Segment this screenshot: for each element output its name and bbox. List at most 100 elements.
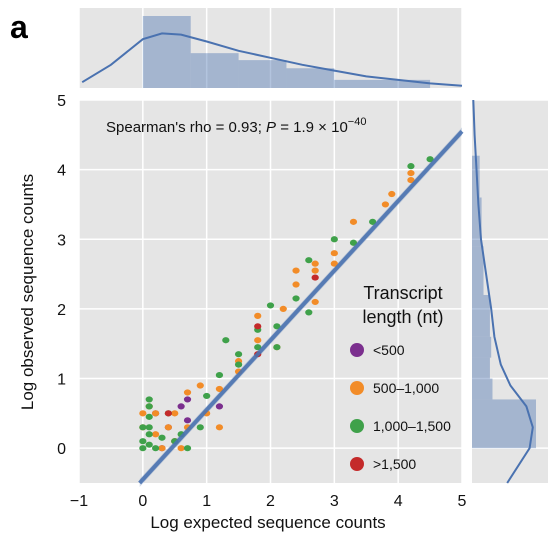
scatter-point bbox=[407, 176, 415, 184]
legend-marker bbox=[350, 419, 364, 433]
right-hist-bar bbox=[472, 378, 493, 400]
x-tick-label: 4 bbox=[394, 493, 403, 510]
scatter-point bbox=[254, 323, 262, 330]
legend-entry-label: 1,000–1,500 bbox=[373, 418, 451, 434]
scatter-point bbox=[164, 424, 172, 431]
right-hist-bar bbox=[472, 336, 492, 358]
scatter-point bbox=[305, 257, 313, 264]
y-tick-label: 0 bbox=[57, 441, 66, 458]
annotation-value: = 1.9 × 10 bbox=[276, 119, 348, 136]
scatter-point bbox=[273, 344, 281, 351]
x-tick-label: 0 bbox=[138, 493, 147, 510]
scatter-point bbox=[145, 431, 153, 438]
scatter-point bbox=[139, 424, 147, 431]
annotation-exponent: −40 bbox=[348, 116, 367, 128]
regression-line-path bbox=[138, 129, 464, 485]
scatter-point bbox=[311, 260, 319, 267]
y-tick-label: 4 bbox=[57, 163, 66, 180]
scatter-point bbox=[215, 385, 224, 393]
right-hist-bar bbox=[472, 246, 484, 295]
scatter-point bbox=[158, 434, 166, 441]
top-hist-bar bbox=[238, 60, 287, 88]
scatter-point bbox=[330, 236, 338, 243]
scatter-point bbox=[426, 156, 434, 163]
scatter-point bbox=[305, 309, 313, 316]
top-hist-bar bbox=[334, 79, 431, 88]
scatter-points bbox=[139, 156, 434, 452]
legend-entry-label: 500–1,000 bbox=[373, 380, 439, 396]
scatter-point bbox=[254, 337, 262, 344]
scatter-point bbox=[139, 445, 147, 452]
top-histogram-bars bbox=[142, 16, 431, 88]
legend-marker bbox=[350, 381, 364, 395]
y-tick-labels: 0 1 2 3 4 5 bbox=[57, 93, 66, 458]
right-marginal-background bbox=[472, 100, 548, 483]
scatter-point bbox=[349, 239, 358, 246]
right-kde-curve bbox=[472, 99, 534, 484]
x-tick-label: 2 bbox=[266, 493, 275, 510]
right-marginal-grid bbox=[472, 99, 548, 449]
right-hist-bar bbox=[472, 357, 490, 379]
scatter-point bbox=[158, 445, 166, 452]
top-marginal bbox=[78, 8, 463, 88]
scatter-point bbox=[139, 438, 147, 445]
x-tick-labels: −1 0 1 2 3 4 5 bbox=[70, 493, 467, 510]
stats-annotation: Spearman's rho = 0.93; P = 1.9 × 10−40 bbox=[106, 116, 366, 136]
legend-entries: <500 500–1,000 1,000–1,500 >1,500 bbox=[350, 342, 451, 472]
scatter-point bbox=[145, 413, 153, 420]
scatter-point bbox=[196, 382, 204, 389]
scatter-point bbox=[183, 417, 192, 424]
legend-title-line2: length (nt) bbox=[362, 307, 443, 327]
scatter-point bbox=[234, 361, 243, 368]
scatter-point bbox=[171, 410, 179, 417]
scatter-point bbox=[215, 424, 224, 431]
right-hist-bar bbox=[472, 399, 536, 449]
scatter-point bbox=[215, 371, 224, 379]
y-tick-label: 5 bbox=[57, 93, 66, 110]
scatter-point bbox=[222, 337, 230, 344]
scatter-point bbox=[407, 163, 415, 170]
top-marginal-grid bbox=[78, 8, 463, 88]
right-hist-bar bbox=[472, 155, 480, 198]
scatter-point bbox=[139, 410, 147, 417]
scatter-point bbox=[183, 396, 192, 403]
annotation-p-symbol: P bbox=[266, 119, 276, 136]
scatter-point bbox=[381, 201, 389, 208]
legend-marker bbox=[350, 343, 364, 357]
scatter-point bbox=[254, 344, 262, 351]
scatter-point bbox=[164, 410, 172, 417]
scatter-point bbox=[279, 305, 287, 313]
right-marginal bbox=[472, 99, 548, 484]
legend-marker bbox=[350, 457, 364, 471]
scatter-point bbox=[292, 267, 300, 274]
x-tick-label: −1 bbox=[70, 493, 88, 510]
scatter-point bbox=[152, 410, 160, 417]
x-axis-label: Log expected sequence counts bbox=[150, 513, 385, 532]
top-hist-bar bbox=[190, 53, 239, 88]
scatter-point bbox=[177, 403, 185, 410]
main-gridlines bbox=[78, 99, 463, 483]
scatter-point bbox=[215, 403, 224, 410]
annotation-prefix: Spearman's rho = 0.93; bbox=[106, 119, 266, 136]
legend-title-line1: Transcript bbox=[363, 283, 442, 303]
main-plot: −1 0 1 2 3 4 5 0 1 2 3 4 5 Spearman's rho = 0.93; P… bbox=[57, 93, 466, 510]
scatter-point bbox=[152, 431, 160, 438]
scatter-point bbox=[311, 267, 319, 274]
scatter-point bbox=[407, 170, 415, 177]
scatter-point bbox=[311, 298, 319, 306]
legend-entry-label: <500 bbox=[373, 342, 405, 358]
top-hist-bar bbox=[286, 68, 335, 88]
y-tick-label: 1 bbox=[57, 372, 66, 389]
right-histogram-bars bbox=[472, 155, 536, 449]
scatter-point bbox=[234, 351, 243, 358]
right-hist-bar bbox=[472, 197, 482, 247]
top-hist-bar bbox=[142, 16, 191, 88]
scatter-point bbox=[292, 295, 300, 302]
scatter-point bbox=[177, 445, 185, 452]
x-tick-label: 5 bbox=[458, 493, 467, 510]
scatter-point bbox=[145, 396, 153, 403]
y-axis-label: Log observed sequence counts bbox=[18, 174, 37, 410]
y-tick-label: 3 bbox=[57, 232, 66, 249]
scatter-point bbox=[145, 424, 153, 431]
